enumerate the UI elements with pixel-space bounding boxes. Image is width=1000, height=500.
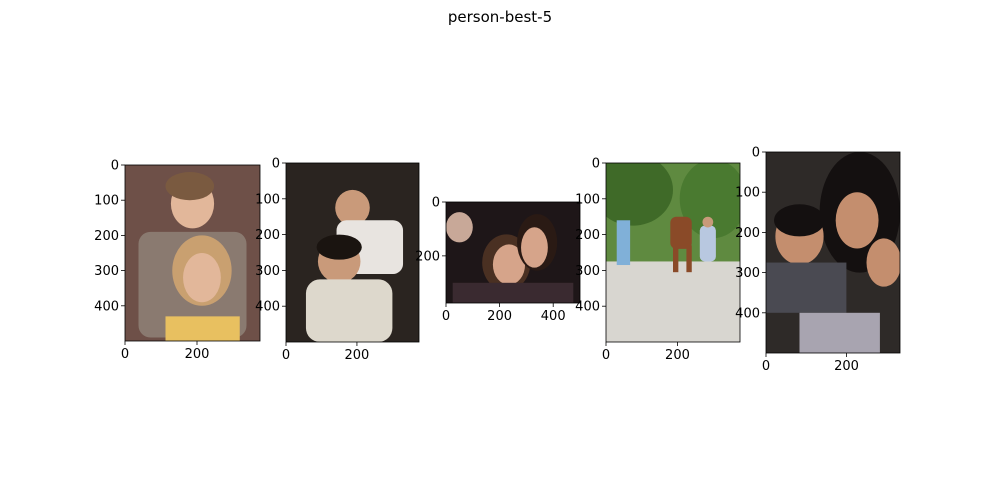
- axes-5: 0 200 0 100 200 300 400: [735, 146, 901, 374]
- y-tick-label: 0: [111, 159, 119, 174]
- photo-3: [446, 202, 580, 303]
- y-tick-label: 300: [735, 266, 760, 281]
- y-tick-label: 0: [752, 146, 760, 161]
- axes-frame: [605, 162, 741, 343]
- image-panel-3: 0 200 400 0 200: [415, 196, 581, 324]
- y-tick-label: 200: [415, 249, 440, 264]
- axes-2: 0 200 0 100 200 300 400: [255, 157, 420, 363]
- x-tick-label: 200: [345, 348, 370, 363]
- x-tick-label: 0: [121, 347, 129, 362]
- axes-1: 0 200 0 100 200 300 400: [94, 159, 261, 362]
- y-tick-label: 200: [255, 228, 280, 243]
- axes-frame: [124, 164, 261, 342]
- image-panel-1: 0 200 0 100 200 300 400: [94, 159, 261, 362]
- photo-1: [125, 165, 260, 341]
- y-tick-label: 100: [255, 192, 280, 207]
- x-tick-label: 200: [834, 359, 859, 374]
- y-tick-label: 0: [272, 157, 280, 172]
- axes-4: 0 200 0 100 200 300 400: [575, 157, 741, 363]
- y-tick-label: 0: [432, 196, 440, 211]
- photo-2: [286, 163, 419, 342]
- y-tick-label: 200: [735, 226, 760, 241]
- x-tick-label: 0: [442, 309, 450, 324]
- y-tick-label: 100: [575, 192, 600, 207]
- y-tick-label: 300: [255, 264, 280, 279]
- y-tick-label: 300: [94, 264, 119, 279]
- y-tick-label: 100: [735, 186, 760, 201]
- axes-frame: [765, 151, 901, 354]
- axes-frame: [285, 162, 420, 343]
- y-tick-label: 400: [575, 300, 600, 315]
- y-tick-label: 400: [735, 306, 760, 321]
- photo-4: [606, 163, 740, 342]
- y-tick-label: 200: [94, 229, 119, 244]
- x-tick-label: 200: [185, 347, 210, 362]
- axes-frame: [445, 201, 581, 304]
- image-panel-5: 0 200 0 100 200 300 400: [735, 146, 901, 374]
- figure-title: person-best-5: [448, 8, 552, 26]
- x-tick-label: 200: [665, 348, 690, 363]
- y-tick-label: 300: [575, 264, 600, 279]
- y-tick-label: 400: [94, 299, 119, 314]
- x-tick-label: 0: [762, 359, 770, 374]
- image-panel-4: 0 200 0 100 200 300 400: [575, 157, 741, 363]
- y-tick-label: 200: [575, 228, 600, 243]
- x-tick-label: 400: [541, 309, 566, 324]
- y-tick-label: 400: [255, 300, 280, 315]
- image-panel-2: 0 200 0 100 200 300 400: [255, 157, 420, 363]
- y-tick-label: 100: [94, 194, 119, 209]
- panels: 0 200 0 100 200 300 400 0 200 0 100 200 300 400 0 200 40…: [94, 146, 901, 374]
- photo-5: [766, 152, 900, 353]
- axes-3: 0 200 400 0 200: [415, 196, 581, 324]
- y-tick-label: 0: [592, 157, 600, 172]
- x-tick-label: 0: [282, 348, 290, 363]
- x-tick-label: 200: [487, 309, 512, 324]
- x-tick-label: 0: [602, 348, 610, 363]
